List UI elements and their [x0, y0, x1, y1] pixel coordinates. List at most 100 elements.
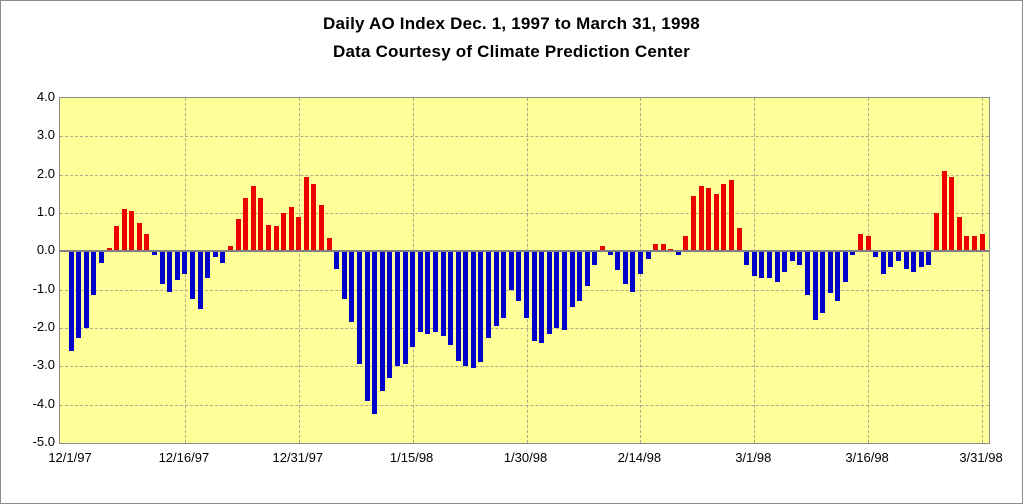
x-axis-tick-label: 3/1/98 [735, 450, 772, 465]
x-axis-tick-label: 12/16/97 [158, 450, 210, 465]
ao-bar-negative [592, 251, 598, 265]
ao-bar-negative [394, 251, 400, 367]
ao-bar-negative [463, 251, 469, 367]
x-axis-tick-label: 12/1/97 [48, 450, 92, 465]
gridline-horizontal [60, 174, 989, 176]
ao-bar-negative [850, 251, 856, 256]
chart-subtitle: Data Courtesy of Climate Prediction Cent… [333, 42, 690, 61]
ao-bar-negative [804, 251, 810, 296]
plot-area [59, 97, 990, 444]
gridline-vertical [298, 98, 300, 443]
ao-bar-negative [402, 251, 408, 365]
ao-bar-positive [956, 216, 962, 252]
ao-bar-negative [152, 251, 157, 256]
ao-bar-negative [167, 251, 173, 292]
ao-bar-positive [265, 224, 271, 252]
ao-bar-positive [250, 186, 256, 252]
ao-bar-positive [941, 170, 947, 252]
ao-bar-positive [106, 247, 112, 252]
ao-bar-negative [364, 251, 370, 401]
ao-bar-negative [744, 251, 750, 265]
x-axis-tick-label: 3/16/98 [845, 450, 889, 465]
ao-bar-negative [622, 251, 628, 284]
ao-bar-negative [675, 251, 681, 256]
ao-bar-negative [83, 251, 89, 328]
ao-bar-negative [387, 251, 393, 378]
ao-bar-negative [766, 251, 772, 279]
ao-bar-negative [379, 251, 385, 392]
ao-bar-negative [182, 251, 188, 275]
ao-bar-negative [827, 251, 833, 294]
ao-bar-positive [599, 245, 605, 252]
ao-bar-negative [190, 251, 195, 300]
ao-bar-positive [288, 207, 294, 252]
gridline-horizontal [60, 213, 989, 214]
y-axis-tick-label: -4.0 [32, 395, 55, 411]
ao-bar-negative [334, 251, 340, 269]
ao-bar-negative [903, 251, 909, 269]
ao-bar-negative [751, 251, 757, 277]
ao-bar-negative [205, 251, 211, 279]
ao-bar-negative [569, 251, 575, 307]
ao-bar-positive [660, 243, 666, 252]
ao-bar-negative [448, 251, 454, 346]
ao-bar-negative [577, 251, 583, 302]
ao-bar-negative [607, 251, 613, 256]
ao-bar-positive [319, 205, 324, 252]
ao-bar-negative [615, 251, 621, 271]
ao-bar-positive [136, 222, 142, 252]
ao-bar-negative [797, 251, 803, 265]
ao-bar-positive [706, 188, 712, 252]
ao-bar-negative [835, 251, 841, 302]
ao-bar-negative [918, 251, 924, 267]
ao-bar-negative [645, 251, 651, 259]
ao-bar-negative [76, 251, 82, 338]
ao-bar-negative [501, 251, 507, 319]
ao-bar-negative [98, 251, 104, 263]
ao-bar-negative [759, 251, 765, 279]
ao-bar-positive [934, 213, 939, 252]
gridline-vertical [982, 98, 983, 443]
gridline-horizontal [60, 404, 989, 406]
ao-bar-negative [896, 251, 901, 261]
x-axis-tick-label: 2/14/98 [617, 450, 662, 465]
ao-bar-negative [478, 251, 484, 363]
ao-bar-positive [281, 213, 287, 252]
ao-bar-positive [114, 226, 119, 252]
ao-bar-negative [842, 251, 848, 282]
ao-bar-negative [455, 251, 461, 361]
y-axis-tick-label: -1.0 [32, 280, 55, 296]
ao-bar-positive [227, 245, 233, 252]
ao-bar-positive [713, 193, 719, 252]
ao-bar-negative [584, 251, 590, 286]
ao-bar-negative [417, 251, 423, 332]
ao-bar-positive [971, 236, 977, 252]
ao-bar-positive [691, 195, 696, 252]
y-axis-tick-label: 0.0 [36, 242, 55, 258]
ao-bar-negative [212, 251, 218, 258]
gridline-horizontal [60, 136, 989, 138]
ao-bar-negative [820, 251, 826, 313]
ao-bar-negative [220, 251, 226, 263]
y-axis-tick-label: -3.0 [32, 357, 55, 373]
ao-bar-negative [782, 251, 788, 273]
ao-bar-positive [273, 226, 279, 252]
gridline-horizontal [60, 366, 989, 368]
ao-bar-negative [425, 251, 431, 334]
y-axis-tick-label: 1.0 [36, 204, 55, 219]
ao-bar-negative [539, 251, 545, 344]
ao-bar-negative [562, 251, 567, 330]
y-axis-tick-label: 3.0 [36, 127, 55, 143]
ao-bar-negative [774, 251, 780, 282]
gridline-vertical [868, 98, 870, 443]
ao-bar-negative [554, 251, 560, 328]
ao-bar-negative [873, 251, 879, 258]
ao-bar-positive [129, 211, 135, 252]
y-axis-tick-label: 2.0 [36, 165, 55, 181]
ao-bar-negative [372, 251, 378, 415]
gridline-horizontal [60, 328, 989, 329]
ao-bar-negative [508, 251, 514, 290]
ao-bar-negative [789, 251, 795, 261]
ao-bar-negative [410, 251, 416, 348]
ao-bar-positive [311, 184, 317, 252]
